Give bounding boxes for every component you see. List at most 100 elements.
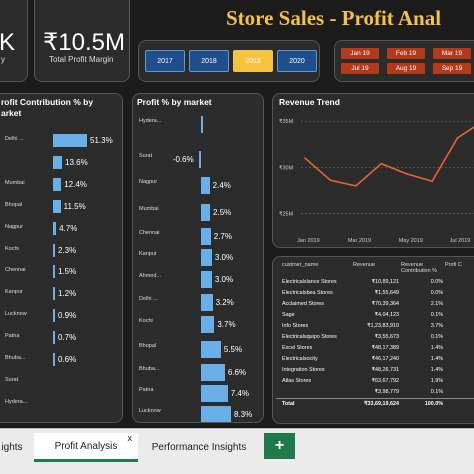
table-cell: ₹1,55,649 — [374, 289, 399, 296]
table-row[interactable]: Electricalsbea Stores ₹1,55,649 0.0% — [276, 287, 474, 298]
table-cell: 100.0% — [400, 397, 444, 410]
bar-value-label: 3.7% — [217, 320, 236, 329]
customer-table-panel — [272, 256, 474, 424]
table-row[interactable]: Acclaimed Stores ₹70,39,364 2.1% — [276, 298, 474, 309]
bar-category-label: Mumbai — [5, 179, 25, 186]
table-cell: Total — [276, 397, 352, 410]
table-row[interactable]: Electricalsquipo Stores ₹3,55,673 0.1% — [276, 331, 474, 342]
tab-ights[interactable]: ights — [1, 442, 23, 453]
bar — [201, 116, 203, 133]
table-row[interactable]: Excel Stores ₹48,17,389 1.4% — [276, 343, 474, 354]
bar-value-label: 8.3% — [234, 410, 253, 419]
page-tab-bar: ights Profit Analysis x Performance Insi… — [0, 428, 474, 474]
table-cell — [276, 387, 352, 398]
bar-value-label: 12.4% — [64, 179, 87, 189]
table-total-row[interactable]: Total ₹33,69,19,624 100.0% — [276, 397, 474, 410]
table-cell: 0.1% — [430, 389, 443, 396]
year-button-2018[interactable]: 2018 — [189, 50, 229, 72]
table-cell: 1.9% — [430, 378, 443, 385]
bar-category-label: Patna — [5, 333, 20, 340]
bar-category-label: Nagpur — [139, 179, 158, 185]
bar — [53, 155, 62, 169]
profit-contribution-chart: rofit Contribution % by arket Delhi ... 5… — [0, 93, 123, 423]
y-tick-label: ₹25M — [279, 211, 294, 218]
year-button-2017[interactable]: 2017 — [145, 50, 185, 72]
bar — [201, 177, 210, 194]
bar — [201, 385, 228, 402]
bar-value-label: 0.6% — [58, 355, 77, 364]
table-cell: Electricalsquipo Stores — [282, 334, 337, 341]
bar-category-label: Bhopal — [139, 343, 157, 349]
table-row[interactable]: Integration Stores ₹48,26,731 1.4% — [276, 365, 474, 376]
bar — [201, 228, 211, 245]
table-cell — [444, 365, 474, 376]
bar-category-label: Kanpur — [5, 289, 23, 296]
month-button[interactable]: Mar 19 — [433, 48, 471, 59]
table-cell: Sage — [282, 311, 295, 318]
table-cell — [444, 376, 474, 387]
bar-value-label: 11.5% — [63, 201, 86, 211]
table-cell — [444, 287, 474, 298]
line-point — [329, 179, 332, 182]
table-cell: 1.4% — [430, 345, 443, 352]
bar-value-label: 51.3% — [90, 136, 113, 145]
kpi-label: y — [1, 55, 5, 64]
bar-category-label: Surat — [139, 153, 153, 159]
table-cell — [444, 397, 474, 410]
table-row[interactable]: Info Stores ₹1,23,83,910 3.7% — [276, 320, 474, 331]
bar — [53, 177, 62, 191]
month-slicer: Jan 19 Feb 19 Mar 19 Jul 19 Aug 19 Sep 1… — [334, 40, 474, 82]
bar-value-label: 4.7% — [59, 223, 78, 233]
tab-profit-analysis[interactable]: Profit Analysis x — [34, 433, 138, 462]
table-cell: ₹1,23,83,910 — [367, 322, 399, 329]
col-header-customer[interactable]: custmer_name — [282, 262, 319, 268]
customer-table: custmer_name Revenue Revenue Contributio… — [276, 260, 474, 410]
year-slicer: 2017 2018 2019 2020 — [138, 40, 320, 82]
table-cell: Integration Stores — [282, 367, 325, 374]
table-row[interactable]: Electricalsocity ₹46,17,240 1.4% — [276, 354, 474, 365]
col-header-profit[interactable]: Profi C — [445, 262, 462, 268]
tab-performance-insights[interactable]: Performance Insights — [151, 442, 247, 453]
year-button-2019[interactable]: 2019 — [233, 50, 273, 72]
table-cell: Excel Stores — [282, 345, 313, 352]
col-header-revenue[interactable]: Revenue — [353, 262, 376, 268]
month-button[interactable]: Jul 19 — [341, 63, 379, 74]
kpi-label: Total Profit Margin — [49, 55, 114, 64]
bar-category-label: Nagpur — [5, 223, 24, 230]
bar-category-label: Lucknow — [139, 408, 161, 414]
bar — [201, 364, 225, 381]
revenue-trend-chart: Revenue Trend ₹35M ₹30M ₹25M Jan 2019 Mar 20… — [272, 93, 474, 248]
year-button-2020[interactable]: 2020 — [277, 50, 317, 72]
table-cell: 1.4% — [430, 356, 443, 363]
col-header-contribution[interactable]: Revenue Contribution % — [401, 262, 438, 274]
month-button[interactable]: Jan 19 — [341, 48, 379, 59]
bar — [53, 353, 55, 366]
add-page-button[interactable]: + — [264, 433, 295, 459]
bar — [198, 151, 201, 168]
bar-category-label: Kochi — [5, 245, 19, 252]
x-tick-label: Jan 2019 — [297, 238, 320, 244]
kpi-card-profit-margin: ₹10.5M Total Profit Margin — [34, 0, 130, 82]
table-row[interactable]: Atlas Stores ₹63,67,792 1.9% — [276, 376, 474, 387]
table-row[interactable]: Sage ₹4,04,123 0.1% — [276, 309, 474, 320]
bar — [201, 204, 211, 221]
month-button[interactable]: Aug 19 — [387, 63, 425, 74]
table-cell: 0.1% — [430, 311, 443, 318]
bar-category-label: Patna — [139, 387, 154, 393]
table-row[interactable]: ₹3,98,779 0.1% — [276, 387, 474, 398]
bar-category-label: Chennai — [139, 230, 160, 236]
bar — [201, 249, 212, 266]
table-cell: ₹48,17,389 — [371, 345, 399, 352]
table-header-row: custmer_name Revenue Revenue Contributio… — [276, 260, 474, 276]
table-cell — [444, 276, 474, 287]
bar — [53, 134, 87, 147]
month-button[interactable]: Sep 19 — [433, 63, 471, 74]
table-cell: ₹10,89,121 — [371, 278, 399, 285]
bar-category-label: Bhopal — [5, 201, 23, 208]
close-icon[interactable]: x — [127, 433, 133, 443]
month-button[interactable]: Feb 19 — [387, 48, 425, 59]
table-row[interactable]: Electricalslance Stores ₹10,89,121 0.0% — [276, 276, 474, 287]
bar-category-label: Bhuba... — [5, 355, 26, 361]
bar-value-label: 1.2% — [58, 289, 77, 299]
y-tick-label: ₹30M — [279, 164, 294, 171]
